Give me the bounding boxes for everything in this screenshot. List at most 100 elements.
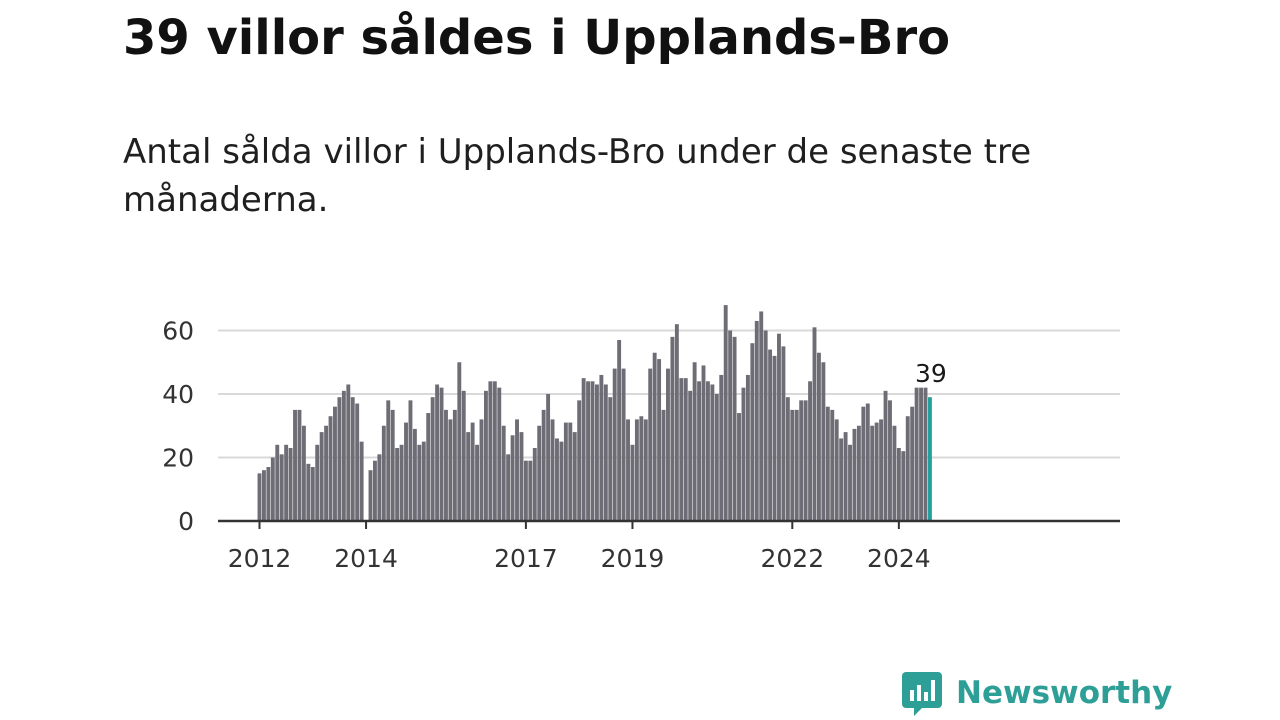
bar [457,362,462,521]
newsworthy-logo-icon [902,672,942,716]
bar [479,419,484,521]
bar [608,397,613,521]
brand-name: Newsworthy [956,675,1173,711]
bar [874,422,879,521]
bar [639,416,644,521]
bar [439,387,444,521]
bar [883,390,888,521]
bar [519,432,524,521]
bar [914,387,919,521]
bar [879,419,884,521]
bar [856,425,861,521]
bar [275,444,280,521]
bar [905,416,910,521]
y-tick-label: 40 [162,380,194,409]
bar [741,387,746,521]
bar [732,336,737,521]
bar [812,327,817,521]
x-tick-label: 2022 [760,544,824,573]
bar [594,384,599,522]
bar [555,438,559,521]
bar [763,330,768,521]
bar [586,381,591,521]
bar [612,368,617,521]
bar [701,365,706,521]
bar [781,346,786,522]
bar [728,330,733,521]
x-tick-label: 2019 [601,544,665,573]
bar [634,419,639,521]
bar [674,324,679,521]
bar [648,368,653,521]
bar [692,362,697,521]
chart-subtitle: Antal sålda villor i Upplands-Bro under … [123,132,1032,220]
bar [448,419,453,521]
bar [563,422,568,521]
bar [523,460,528,521]
bar [426,413,431,521]
bar [381,425,386,521]
bar [617,340,622,521]
bar [395,447,400,521]
bar [679,378,684,522]
bar [710,384,715,522]
bar [657,359,662,521]
bar [297,409,302,522]
bar [901,451,906,521]
bar [572,432,577,521]
bar [470,422,475,521]
bar [772,355,777,521]
bar [723,305,728,521]
bar [430,397,435,521]
x-tick-label: 2017 [494,544,558,573]
bar [603,384,608,522]
x-tick-label: 2012 [228,544,292,573]
bar [288,447,293,521]
bar [324,425,329,521]
bar [483,390,488,521]
bar [652,352,657,521]
bar [421,441,426,522]
bar [661,409,666,522]
bar [559,441,564,522]
bar [284,444,289,521]
bar [821,362,826,521]
annotations: 39 [915,359,947,388]
bar [359,441,364,522]
bar [328,416,333,521]
bar [643,419,648,521]
bar [257,473,262,522]
bar [293,409,297,522]
bar [705,381,710,521]
bar [377,454,382,521]
bar [337,397,342,521]
bar [888,400,892,521]
bar [310,467,315,521]
bar [599,374,604,521]
x-axis [218,519,1120,529]
bar [466,432,471,521]
bar [390,409,395,522]
bar [777,333,781,521]
bar [452,409,457,522]
bar [719,374,724,521]
bar [892,425,897,521]
bar [910,406,915,521]
bar [510,435,515,521]
bar [754,320,759,521]
bars [257,305,932,522]
bar [315,444,320,521]
bar [870,425,875,521]
bar [541,409,546,522]
bar [830,409,835,522]
bar [546,394,551,521]
bar [799,400,804,521]
bar [501,425,506,521]
bar [568,422,573,521]
bar [861,406,866,521]
bar [537,425,542,521]
bar [865,403,870,521]
bar [350,397,355,521]
bar [444,409,448,522]
